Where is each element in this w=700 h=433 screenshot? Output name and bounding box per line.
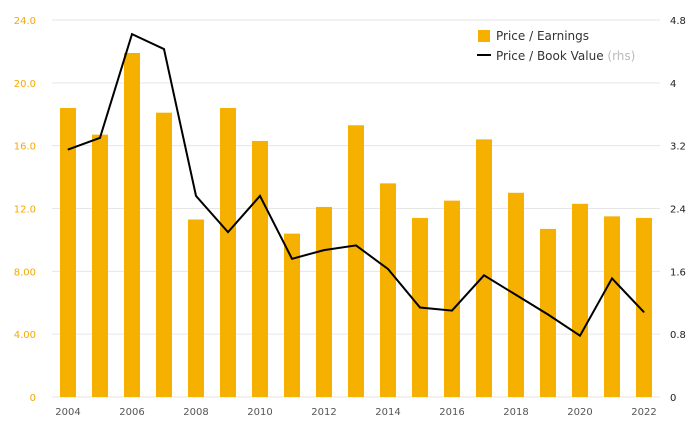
x-axis: 2004 2006 2008 2010 2012 2014 2016 2018 2020 2022 bbox=[55, 407, 656, 418]
line-point-2007 bbox=[163, 48, 165, 50]
bar-series-price-earnings bbox=[60, 52, 652, 398]
line-point-2022 bbox=[643, 311, 645, 313]
line-point-2008 bbox=[195, 195, 197, 197]
line-point-2012 bbox=[323, 249, 325, 251]
y-axis-right: 0 0.8 1.6 2.4 3.2 4 4.8 bbox=[670, 16, 686, 404]
bar-2006 bbox=[124, 52, 140, 398]
line-point-2009 bbox=[227, 231, 229, 233]
y-right-tick-label: 1.6 bbox=[670, 267, 686, 278]
bar-2020 bbox=[572, 203, 588, 397]
x-tick-label: 2006 bbox=[119, 407, 144, 418]
bar-2013 bbox=[348, 125, 364, 397]
y-right-tick-label: 4.8 bbox=[670, 16, 686, 27]
bar-2009 bbox=[220, 107, 236, 397]
legend-label-price-book-name: Price / Book Value bbox=[496, 49, 604, 63]
y-right-tick-label: 0.8 bbox=[670, 330, 686, 341]
line-point-2014 bbox=[387, 268, 389, 270]
y-left-tick-label: 4.00 bbox=[14, 330, 36, 341]
legend-label-rhs: (rhs) bbox=[607, 49, 635, 63]
bar-2004 bbox=[60, 107, 76, 397]
y-left-tick-label: 20.0 bbox=[14, 79, 36, 90]
y-axis-left: 0 4.00 8.00 12.0 16.0 20.0 24.0 bbox=[14, 16, 36, 404]
legend-label-price-earnings: Price / Earnings bbox=[496, 29, 589, 43]
bar-2008 bbox=[188, 219, 204, 397]
legend: Price / Earnings Price / Book Value (rhs… bbox=[477, 29, 635, 63]
y-left-tick-label: 24.0 bbox=[14, 16, 36, 27]
line-point-2018 bbox=[515, 294, 517, 296]
y-left-tick-label: 16.0 bbox=[14, 142, 36, 153]
bar-2007 bbox=[156, 112, 172, 397]
x-tick-label: 2016 bbox=[439, 407, 464, 418]
bar-2014 bbox=[380, 183, 396, 397]
y-left-tick-label: 12.0 bbox=[14, 205, 36, 216]
y-right-tick-label: 4 bbox=[670, 79, 676, 90]
line-point-2015 bbox=[419, 306, 421, 308]
line-point-2017 bbox=[483, 274, 485, 276]
x-tick-label: 2022 bbox=[631, 407, 656, 418]
legend-label-price-book: Price / Book Value (rhs) bbox=[496, 49, 635, 63]
x-tick-label: 2018 bbox=[503, 407, 528, 418]
y-right-tick-label: 3.2 bbox=[670, 142, 686, 153]
bar-2005 bbox=[92, 134, 108, 397]
x-tick-label: 2012 bbox=[311, 407, 336, 418]
x-tick-label: 2004 bbox=[55, 407, 80, 418]
line-point-2020 bbox=[579, 335, 581, 337]
bar-2022 bbox=[636, 217, 652, 397]
x-tick-label: 2020 bbox=[567, 407, 592, 418]
line-point-2006 bbox=[131, 33, 133, 35]
bar-2011 bbox=[284, 233, 300, 397]
line-point-2019 bbox=[547, 314, 549, 316]
line-point-2021 bbox=[611, 277, 613, 279]
line-point-2005 bbox=[99, 137, 101, 139]
line-point-2011 bbox=[291, 258, 293, 260]
y-left-tick-label: 8.00 bbox=[14, 267, 36, 278]
bar-2016 bbox=[444, 200, 460, 397]
bar-2021 bbox=[604, 216, 620, 397]
y-right-tick-label: 2.4 bbox=[670, 205, 686, 216]
bar-2019 bbox=[540, 228, 556, 397]
bar-2017 bbox=[476, 139, 492, 397]
bar-2012 bbox=[316, 206, 332, 397]
line-point-2010 bbox=[259, 195, 261, 197]
y-left-tick-label: 0 bbox=[30, 393, 36, 404]
y-right-tick-label: 0 bbox=[670, 393, 676, 404]
x-tick-label: 2014 bbox=[375, 407, 400, 418]
x-tick-label: 2010 bbox=[247, 407, 272, 418]
line-series-price-book bbox=[67, 32, 645, 338]
legend-swatch-price-earnings bbox=[478, 30, 490, 42]
line-point-2016 bbox=[451, 310, 453, 312]
x-tick-label: 2008 bbox=[183, 407, 208, 418]
bar-2010 bbox=[252, 140, 268, 397]
line-point-2013 bbox=[355, 244, 357, 246]
line-point-2004 bbox=[67, 149, 69, 151]
